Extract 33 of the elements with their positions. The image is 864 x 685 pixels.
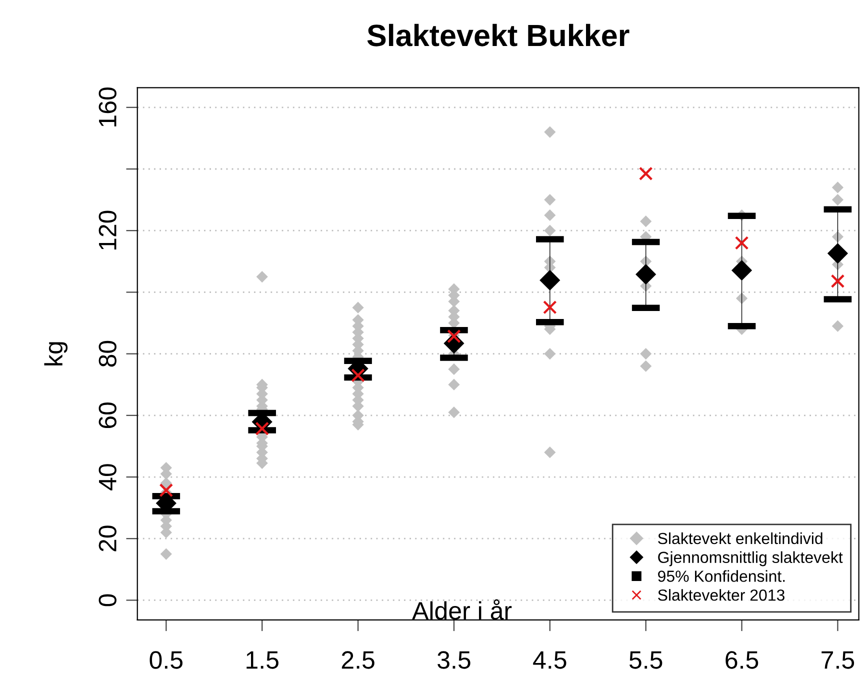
x-tick-label: 0.5	[150, 651, 182, 669]
legend-label: 95% Konfidensint.	[658, 570, 785, 582]
point	[540, 270, 560, 290]
x-tick-label: 3.5	[438, 651, 470, 669]
x-tick-label: 4.5	[533, 651, 566, 669]
point	[830, 274, 845, 288]
point	[255, 422, 270, 436]
x-axis-title: Alder i år	[412, 599, 512, 620]
chart-title: Slaktevekt Bukker	[367, 24, 630, 46]
legend-label: Gjennomsnittlig slaktevekt	[658, 551, 843, 566]
x-tick-label: 7.5	[822, 651, 854, 669]
point	[827, 243, 848, 264]
y-tick-label: 40	[98, 464, 116, 490]
y-tick-label: 20	[98, 526, 116, 552]
point	[638, 166, 653, 181]
y-tick-label: 0	[98, 594, 116, 606]
x-tick-label: 6.5	[726, 651, 758, 669]
y-tick-label: 160	[98, 88, 116, 126]
legend-label: Slaktevekter 2013	[658, 589, 784, 601]
point	[159, 483, 174, 498]
point	[351, 368, 365, 382]
x-tick-label: 5.5	[629, 651, 662, 669]
x-tick-label: 1.5	[246, 651, 278, 669]
x-tick-label: 2.5	[342, 651, 374, 669]
y-tick-label: 80	[98, 340, 116, 367]
point	[542, 300, 557, 314]
point	[731, 260, 752, 281]
point	[734, 236, 749, 250]
legend-label: Slaktevekt enkeltindivid	[658, 532, 822, 544]
y-axis-title: kg	[44, 342, 68, 366]
point	[636, 264, 656, 285]
y-tick-label: 120	[98, 210, 116, 250]
y-tick-label: 60	[98, 402, 116, 428]
